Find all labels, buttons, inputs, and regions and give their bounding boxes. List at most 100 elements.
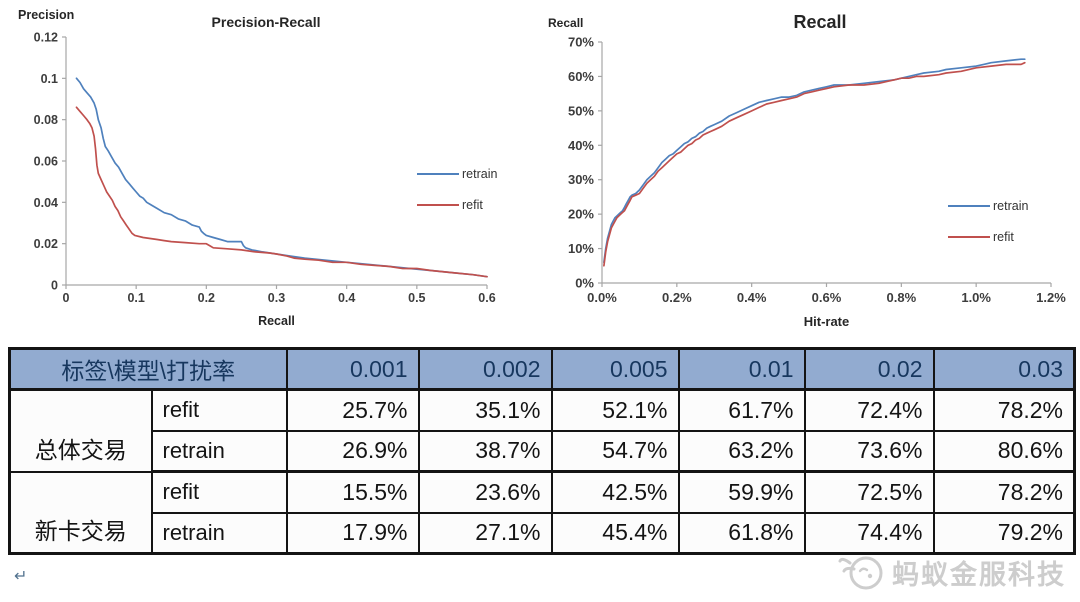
x-tick-label: 0.1 bbox=[127, 291, 144, 305]
legend-item-retrain: retrain bbox=[417, 165, 497, 183]
legend-label: refit bbox=[993, 230, 1014, 244]
y-tick-label: 50% bbox=[568, 103, 594, 118]
value-cell: 74.4% bbox=[803, 511, 935, 555]
header-cell-label: 标签\模型\打扰率 bbox=[8, 347, 288, 391]
value-cell: 79.2% bbox=[932, 511, 1076, 555]
refit-legend-line bbox=[948, 236, 990, 238]
value-cell: 72.4% bbox=[803, 388, 935, 432]
value-cell: 61.7% bbox=[677, 388, 806, 432]
value-cell: 17.9% bbox=[285, 511, 420, 555]
retrain-line bbox=[75, 77, 488, 278]
x-tick-label: 0 bbox=[63, 291, 70, 305]
chart-title-precision-recall: Precision-Recall bbox=[211, 14, 321, 30]
x-tick-label: 0.3 bbox=[268, 291, 285, 305]
retrain-legend-line bbox=[948, 205, 990, 207]
recall-axis-title: Recall bbox=[548, 16, 584, 30]
model-cell: retrain bbox=[150, 511, 288, 555]
value-cell: 63.2% bbox=[677, 429, 806, 473]
refit-legend-line bbox=[417, 204, 459, 206]
x-tick-label: 0.2 bbox=[198, 291, 215, 305]
model-cell: retrain bbox=[150, 429, 288, 473]
legend: retrain refit bbox=[417, 165, 497, 227]
x-tick-label: 0.6% bbox=[812, 290, 842, 305]
precision-recall-plot: 0 0.1 0.2 0.3 0.4 0.5 0.6 0 0.02 0.04 0.06 0.08 0.1 0… bbox=[34, 31, 496, 306]
results-table: 标签\模型\打扰率 0.001 0.002 0.005 0.01 0.02 0.… bbox=[8, 347, 1076, 555]
ant-logo-icon bbox=[838, 556, 883, 590]
y-tick-label: 0.12 bbox=[34, 31, 58, 45]
value-cell: 27.1% bbox=[417, 511, 553, 555]
legend: retrain refit bbox=[948, 197, 1028, 259]
header-cell-0.002: 0.002 bbox=[417, 347, 553, 391]
table-header-row: 标签\模型\打扰率 0.001 0.002 0.005 0.01 0.02 0.… bbox=[8, 347, 1076, 391]
value-cell: 78.2% bbox=[932, 388, 1076, 432]
y-tick-label: 0.04 bbox=[34, 196, 58, 210]
legend-label: refit bbox=[462, 198, 483, 212]
value-cell: 78.2% bbox=[932, 470, 1076, 514]
header-cell-0.03: 0.03 bbox=[932, 347, 1076, 391]
precision-axis-title: Precision bbox=[18, 8, 75, 22]
y-tick-label: 0.1 bbox=[41, 72, 58, 86]
model-cell: refit bbox=[150, 470, 288, 514]
y-tick-label: 20% bbox=[568, 207, 594, 222]
value-cell: 52.1% bbox=[550, 388, 680, 432]
value-cell: 26.9% bbox=[285, 429, 420, 473]
group-label-overall: 总体交易 bbox=[8, 388, 153, 473]
value-cell: 59.9% bbox=[677, 470, 806, 514]
value-cell: 72.5% bbox=[803, 470, 935, 514]
header-cell-0.001: 0.001 bbox=[285, 347, 420, 391]
refit-line bbox=[75, 106, 488, 278]
value-cell: 45.4% bbox=[550, 511, 680, 555]
x-tick-label: 1.0% bbox=[961, 290, 991, 305]
y-tick-label: 0.02 bbox=[34, 237, 58, 251]
value-cell: 35.1% bbox=[417, 388, 553, 432]
value-cell: 80.6% bbox=[932, 429, 1076, 473]
group-label-newcard: 新卡交易 bbox=[8, 470, 153, 555]
precision-recall-chart: Precision Precision-Recall 0 0.1 0.2 0.3 0.4… bbox=[0, 0, 540, 344]
value-cell: 61.8% bbox=[677, 511, 806, 555]
value-cell: 42.5% bbox=[550, 470, 680, 514]
legend-label: retrain bbox=[993, 199, 1029, 213]
recall-chart: Recall Recall 0.0% 0.2% 0.4% 0.6% 0.8% 1.0% 1.… bbox=[540, 0, 1080, 344]
refit-line bbox=[603, 61, 1026, 267]
value-cell: 38.7% bbox=[417, 429, 553, 473]
x-tick-label: 0.4% bbox=[737, 290, 767, 305]
return-mark: ↵ bbox=[14, 568, 28, 585]
header-cell-0.005: 0.005 bbox=[550, 347, 680, 391]
value-cell: 54.7% bbox=[550, 429, 680, 473]
value-cell: 25.7% bbox=[285, 388, 420, 432]
watermark-text: 蚂蚁金服科技 bbox=[892, 559, 1066, 590]
table-row: retrain 26.9% 38.7% 54.7% 63.2% 73.6% 80… bbox=[10, 429, 1076, 473]
recall-axis-title: Recall bbox=[258, 314, 295, 328]
legend-item-retrain: retrain bbox=[948, 197, 1028, 215]
value-cell: 73.6% bbox=[803, 429, 935, 473]
x-tick-label: 1.2% bbox=[1036, 290, 1066, 305]
legend-label: retrain bbox=[462, 167, 498, 181]
table-row: retrain 17.9% 27.1% 45.4% 61.8% 74.4% 79… bbox=[10, 511, 1076, 555]
value-cell: 15.5% bbox=[285, 470, 420, 514]
recall-plot: 0.0% 0.2% 0.4% 0.6% 0.8% 1.0% 1.2% 0% 10% 20% 30% 4… bbox=[568, 35, 1066, 306]
x-tick-label: 0.5 bbox=[408, 291, 425, 305]
y-tick-label: 10% bbox=[568, 241, 594, 256]
y-tick-label: 60% bbox=[568, 69, 594, 84]
header-cell-0.02: 0.02 bbox=[803, 347, 935, 391]
legend-item-refit: refit bbox=[417, 196, 497, 214]
x-tick-label: 0.2% bbox=[662, 290, 692, 305]
x-tick-label: 0.4 bbox=[338, 291, 355, 305]
x-tick-label: 0.0% bbox=[587, 290, 617, 305]
value-cell: 23.6% bbox=[417, 470, 553, 514]
x-tick-label: 0.6 bbox=[478, 291, 495, 305]
watermark: 蚂蚁金服科技 bbox=[836, 549, 1066, 595]
y-tick-label: 0.06 bbox=[34, 155, 58, 169]
y-tick-label: 40% bbox=[568, 138, 594, 153]
table-row: 新卡交易 refit 15.5% 23.6% 42.5% 59.9% 72.5%… bbox=[8, 470, 1076, 555]
hit-rate-axis-title: Hit-rate bbox=[803, 314, 850, 329]
retrain-legend-line bbox=[417, 173, 459, 175]
retrain-line bbox=[603, 58, 1026, 264]
y-tick-label: 30% bbox=[568, 172, 594, 187]
model-cell: refit bbox=[150, 388, 288, 432]
y-tick-label: 70% bbox=[568, 35, 594, 50]
y-tick-label: 0.08 bbox=[34, 113, 58, 127]
y-tick-label: 0 bbox=[51, 279, 58, 293]
legend-item-refit: refit bbox=[948, 228, 1028, 246]
